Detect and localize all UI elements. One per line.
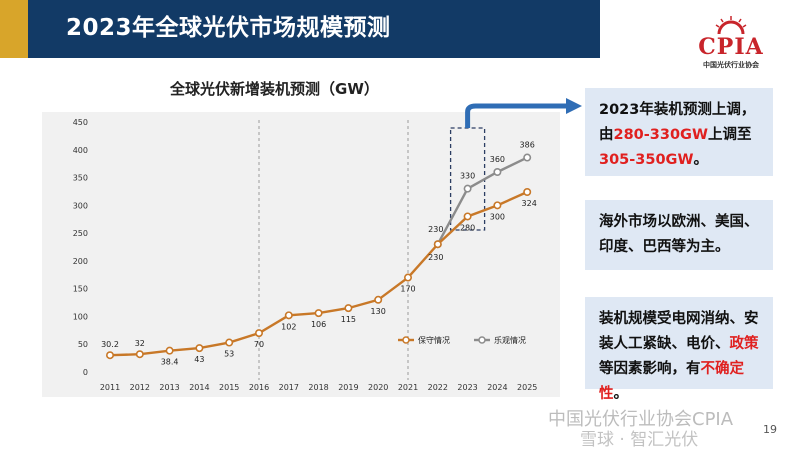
data-point: [493, 168, 502, 177]
data-label: 102: [281, 322, 296, 331]
data-label: 130: [371, 307, 386, 316]
watermark-line-1: 中国光伏行业协会CPIA: [548, 409, 734, 430]
x-tick-label: 2011: [100, 383, 120, 392]
data-label: 230: [428, 253, 443, 262]
data-point: [165, 346, 174, 355]
logo-subtitle: 中国光伏行业协会: [703, 61, 759, 69]
page-number: 19: [763, 423, 777, 436]
x-tick-label: 2023: [457, 383, 477, 392]
data-point: [374, 295, 383, 304]
data-point: [433, 240, 442, 249]
data-label: 70: [254, 340, 264, 349]
legend-label-conservative: 保守情况: [418, 335, 450, 345]
data-point: [284, 311, 293, 320]
data-point: [314, 309, 323, 318]
y-tick-label: 200: [73, 257, 88, 266]
y-tick-label: 300: [73, 201, 88, 210]
logo-text: CPIA: [698, 34, 764, 60]
x-tick-label: 2015: [219, 383, 239, 392]
watermark-line-2: 雪球 · 智汇光伏: [580, 430, 699, 450]
callout-arrow-shaft: [465, 103, 566, 128]
data-point: [195, 344, 204, 353]
x-tick-label: 2016: [249, 383, 269, 392]
data-label: 30.2: [101, 340, 119, 349]
data-point: [523, 188, 532, 197]
data-label: 360: [490, 155, 505, 164]
y-tick-label: 150: [73, 285, 88, 294]
data-label: 386: [520, 141, 535, 150]
data-label: 300: [490, 212, 505, 221]
x-tick-label: 2013: [159, 383, 179, 392]
chart-title: 全球光伏新增装机预测（GW）: [170, 80, 379, 98]
data-point: [135, 350, 144, 359]
legend-label-optimistic: 乐观情况: [494, 335, 526, 345]
title-accent: [0, 0, 28, 58]
data-label: 324: [522, 199, 537, 208]
data-point: [463, 212, 472, 221]
legend-marker-conservative: [402, 336, 410, 344]
data-label: 330: [460, 172, 475, 181]
data-point: [523, 153, 532, 162]
x-tick-label: 2018: [308, 383, 328, 392]
y-tick-label: 100: [73, 312, 88, 321]
x-tick-label: 2021: [398, 383, 418, 392]
data-point: [344, 304, 353, 313]
data-label: 280: [460, 223, 475, 232]
uncertainty-text: 装机规模受电网消纳、安装人工紧缺、电价、政策等因素影响，有不确定性。: [599, 311, 759, 402]
x-tick-label: 2025: [517, 383, 537, 392]
data-label: 53: [224, 350, 234, 359]
data-point: [225, 338, 234, 347]
x-tick-label: 2012: [130, 383, 150, 392]
y-tick-label: 250: [73, 229, 88, 238]
overseas-text: 海外市场以欧洲、美国、印度、巴西等为主。: [599, 214, 759, 255]
data-point: [255, 329, 264, 338]
data-point: [493, 201, 502, 210]
series-line-optimistic: [436, 156, 528, 245]
callout-arrowhead: [566, 98, 582, 114]
data-label: 115: [341, 315, 356, 324]
slide-title: 2023年全球光伏市场规模预测: [66, 15, 391, 41]
data-label: 170: [400, 285, 415, 294]
data-label: 106: [311, 320, 326, 329]
y-tick-label: 400: [73, 146, 88, 155]
y-tick-label: 50: [78, 340, 88, 349]
data-point: [463, 184, 472, 193]
info-box-overseas: 海外市场以欧洲、美国、印度、巴西等为主。: [585, 200, 773, 270]
data-point: [106, 351, 115, 360]
chart-background: [42, 112, 560, 397]
y-tick-label: 350: [73, 174, 88, 183]
x-tick-label: 2022: [428, 383, 448, 392]
x-tick-label: 2019: [338, 383, 358, 392]
x-tick-label: 2014: [189, 383, 209, 392]
info-box-forecast: 2023年装机预测上调， 由280-330GW上调至 305-350GW。: [585, 88, 773, 176]
x-tick-label: 2017: [279, 383, 299, 392]
x-tick-label: 2020: [368, 383, 388, 392]
data-label: 38.4: [161, 358, 179, 367]
info-box-uncertainty: 装机规模受电网消纳、安装人工紧缺、电价、政策等因素影响，有不确定性。: [585, 297, 773, 402]
cpia-logo: CPIA 中国光伏行业协会: [686, 12, 776, 76]
sun-icon: [715, 16, 747, 34]
y-tick-label: 0: [83, 368, 88, 377]
y-tick-label: 450: [73, 118, 88, 127]
data-label: 32: [135, 339, 145, 348]
forecast-line-1: 2023年装机预测上调，: [599, 102, 756, 118]
forecast-line-3: 305-350GW。: [599, 152, 708, 168]
x-tick-label: 2024: [487, 383, 507, 392]
legend-marker-optimistic: [478, 336, 486, 344]
forecast-line-2: 由280-330GW上调至: [599, 127, 752, 143]
data-label: 43: [194, 355, 204, 364]
title-bar: 2023年全球光伏市场规模预测: [0, 0, 600, 58]
data-label: 230: [428, 225, 443, 234]
data-point: [403, 273, 412, 282]
